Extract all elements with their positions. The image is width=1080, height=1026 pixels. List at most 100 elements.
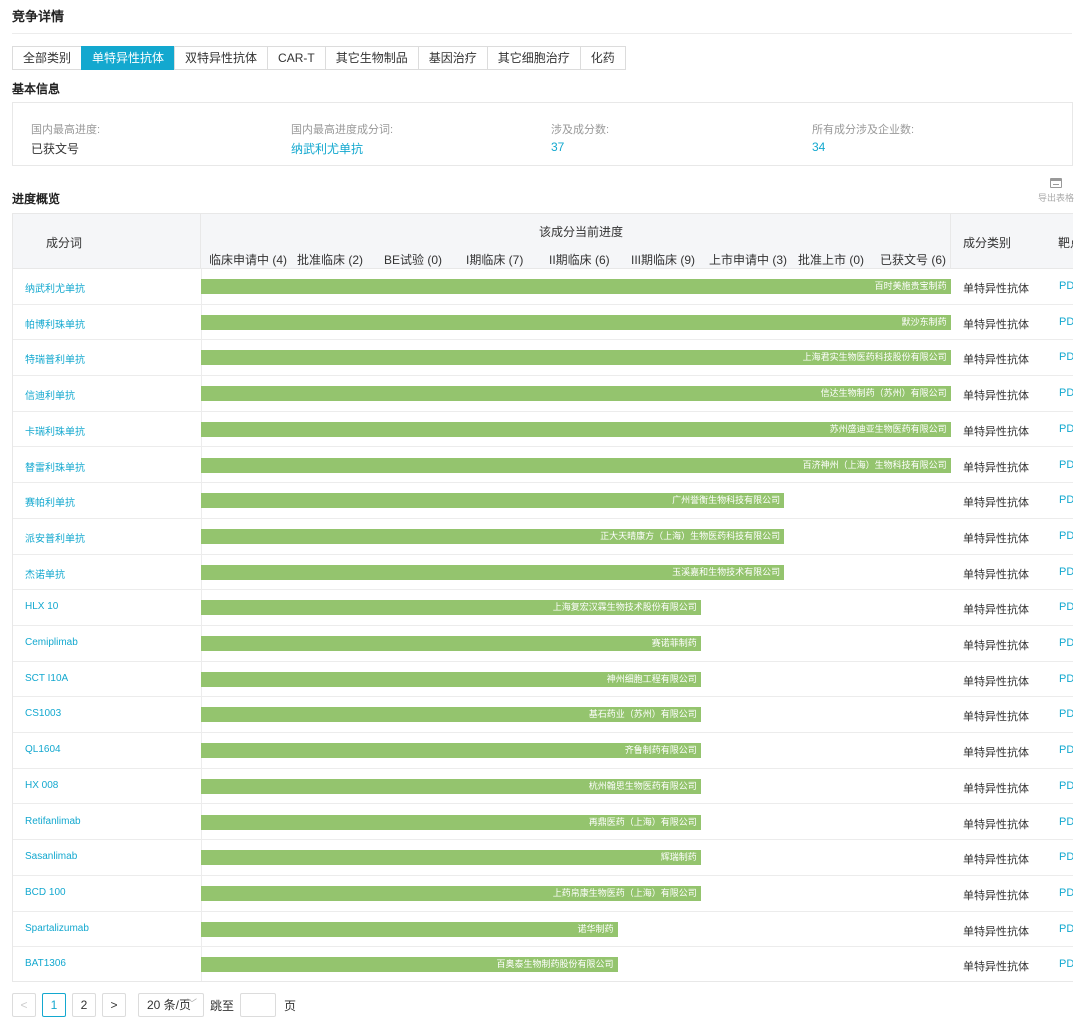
prev-page-button[interactable]: < [12,993,36,1017]
ingredient-link[interactable]: Sasanlimab [25,851,78,863]
progress-bar-company: 广州誉衡生物科技有限公司 [672,495,781,506]
page-size-select[interactable]: 20 条/页 ﹀ [138,993,204,1017]
export-table-button[interactable]: 导出表格 [1036,178,1076,204]
target-link[interactable]: PD [1059,565,1073,578]
stage-be-trial: BE试验 (0) [384,253,443,267]
info-value-link[interactable]: 纳武利尤单抗 [291,142,364,156]
tab-chemical-drug[interactable]: 化药 [579,46,626,70]
ingredient-link[interactable]: 杰诺单抗 [25,569,65,581]
target-link[interactable]: PD [1059,851,1073,864]
ingredient-link[interactable]: 特瑞普利单抗 [25,355,85,367]
target-link[interactable]: PD [1059,494,1073,507]
progress-bar-company: 上海复宏汉霖生物技术股份有限公司 [552,602,697,613]
progress-bar: 基石药业（苏州）有限公司 [201,707,701,723]
target-link[interactable]: PD [1059,458,1073,471]
ingredient-link[interactable]: BCD 100 [25,886,66,898]
ingredient-type: 单特异性抗体 [963,818,1029,831]
table-row: BCD 100 上药帛康生物医药（上海）有限公司 单特异性抗体 PD [13,876,1073,912]
target-link[interactable]: PD [1059,529,1073,542]
chevron-down-icon: ﹀ [187,999,197,1010]
ingredient-link[interactable]: Spartalizumab [25,922,89,934]
header-progress-label: 该成分当前进度 [539,225,624,239]
ingredient-link[interactable]: Cemiplimab [25,637,78,648]
target-link[interactable]: PD [1059,672,1073,685]
target-link[interactable]: PD [1059,280,1073,292]
table-row: QL1604 齐鲁制药有限公司 单特异性抗体 PD [13,733,1073,769]
page-1-button[interactable]: 1 [42,993,66,1017]
ingredient-type: 单特异性抗体 [963,497,1029,510]
header-type: 成分类别 [951,214,1036,269]
ingredient-link[interactable]: 派安普利单抗 [25,533,85,545]
progress-bar-company: 百济神州（上海）生物科技有限公司 [802,459,947,470]
progress-bar: 上药帛康生物医药（上海）有限公司 [201,885,701,901]
info-ingredient-count: 涉及成分数: 37 [551,121,609,154]
tab-other-biologics[interactable]: 其它生物制品 [324,46,419,70]
overview-title: 进度概览 [12,192,61,206]
ingredient-link[interactable]: 信迪利单抗 [25,391,75,403]
progress-bar-company: 杭州翰思生物医药有限公司 [588,780,697,791]
progress-bar: 百济神州（上海）生物科技有限公司 [201,457,951,473]
title-divider [12,33,1072,34]
ingredient-link[interactable]: HLX 10 [25,601,59,613]
header-target-label: 靶点 [1058,236,1073,250]
ingredient-link[interactable]: QL1604 [25,744,61,756]
next-page-button[interactable]: > [102,993,126,1017]
ingredient-link[interactable]: 帕博利珠单抗 [25,319,85,331]
tab-bispecific-antibody[interactable]: 双特异性抗体 [174,46,269,70]
ingredient-type: 单特异性抗体 [963,640,1029,652]
ingredient-link[interactable]: HX 008 [25,779,59,791]
progress-bar-company: 基石药业（苏州）有限公司 [588,709,697,720]
ingredient-link[interactable]: CS1003 [25,708,62,720]
ingredient-link[interactable]: 卡瑞利珠单抗 [25,426,85,438]
ingredient-link[interactable]: SCT I10A [25,672,69,684]
tab-monospecific-antibody[interactable]: 单特异性抗体 [81,46,176,70]
progress-bar-company: 赛诺菲制药 [651,638,697,648]
header-ingredient-label: 成分词 [46,236,83,250]
ingredient-link[interactable]: Retifanlimab [25,815,81,827]
table-row: 杰诺单抗 玉溪嘉和生物技术有限公司 单特异性抗体 PD [13,555,1073,591]
table-row: Spartalizumab 诺华制药 单特异性抗体 PD [13,912,1073,948]
target-link[interactable]: PD [1059,387,1073,400]
table-row: BAT1306 百奥泰生物制药股份有限公司 单特异性抗体 PD [13,947,1073,981]
tab-other-cell-therapy[interactable]: 其它细胞治疗 [486,46,581,70]
ingredient-type: 单特异性抗体 [963,318,1029,331]
jump-page-input[interactable] [240,993,277,1017]
info-value-link[interactable]: 34 [812,140,826,154]
target-link[interactable]: PD [1059,637,1073,649]
info-value: 已获文号 [31,142,80,156]
stage-clinical-application: 临床申请中 (4) [209,253,288,267]
target-link[interactable]: PD [1059,815,1073,828]
ingredient-link[interactable]: 纳武利尤单抗 [25,284,85,295]
target-link[interactable]: PD [1059,422,1073,435]
tab-all-categories[interactable]: 全部类别 [12,46,83,70]
ingredient-link[interactable]: BAT1306 [25,958,66,970]
table-row: 卡瑞利珠单抗 苏州盛迪亚生物医药有限公司 单特异性抗体 PD [13,412,1073,448]
page-title: 竞争详情 [12,9,65,24]
table-row: Sasanlimab 辉瑞制药 单特异性抗体 PD [13,840,1073,876]
ingredient-link[interactable]: 替雷利珠单抗 [25,462,85,474]
header-progress: 该成分当前进度 临床申请中 (4) 批准临床 (2) BE试验 (0) I期临床… [201,214,951,269]
target-link[interactable]: PD [1059,708,1073,721]
target-link[interactable]: PD [1059,601,1073,614]
target-link[interactable]: PD [1059,744,1073,757]
table-row: 替雷利珠单抗 百济神州（上海）生物科技有限公司 单特异性抗体 PD [13,448,1073,484]
target-link[interactable]: PD [1059,315,1073,328]
progress-bar: 齐鲁制药有限公司 [201,743,701,759]
target-link[interactable]: PD [1059,958,1073,971]
info-company-count: 所有成分涉及企业数: 34 [812,121,914,154]
progress-bar: 百奥泰生物制药股份有限公司 [201,957,618,973]
tab-gene-therapy[interactable]: 基因治疗 [417,46,488,70]
page-2-button[interactable]: 2 [72,993,96,1017]
ingredient-type: 单特异性抗体 [963,747,1029,760]
target-link[interactable]: PD [1059,779,1073,792]
target-link[interactable]: PD [1059,886,1073,899]
progress-bar-company: 苏州盛迪亚生物医药有限公司 [829,423,947,434]
ingredient-link[interactable]: 赛帕利单抗 [25,498,75,510]
tab-car-t[interactable]: CAR-T [267,46,326,70]
header-ingredient: 成分词 [13,214,201,269]
ingredient-type: 单特异性抗体 [963,425,1029,438]
target-link[interactable]: PD [1059,351,1073,364]
target-link[interactable]: PD [1059,922,1073,935]
progress-bar: 上海复宏汉霖生物技术股份有限公司 [201,600,701,616]
info-value-link[interactable]: 37 [551,140,565,154]
